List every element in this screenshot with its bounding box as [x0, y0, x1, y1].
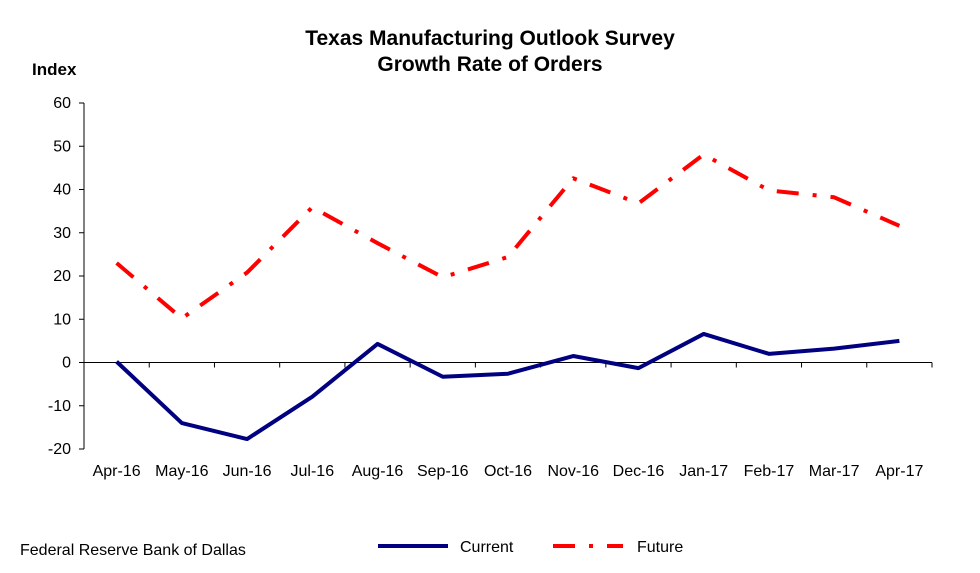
x-tick-label: Sep-16: [417, 463, 469, 480]
y-tick-label: 60: [53, 95, 71, 112]
chart-subtitle: Growth Rate of Orders: [377, 53, 603, 76]
y-tick-label: 30: [53, 225, 71, 242]
legend-label-future: Future: [637, 539, 683, 556]
x-tick-label: Feb-17: [744, 463, 795, 480]
x-ticks: Apr-16 May-16 Jun-16 Jul-16 Aug-16 Sep-16 Oct-…: [83, 362, 933, 480]
y-tick-label: -10: [48, 398, 71, 415]
y-ticks: 60 50 40 30 20 10 0 -10 -20: [48, 95, 84, 458]
x-tick-label: Nov-16: [547, 463, 599, 480]
y-tick-label: 40: [53, 182, 71, 199]
y-tick-label: 50: [53, 138, 71, 155]
x-tick-label: May-16: [155, 463, 208, 480]
x-tick-label: Apr-16: [93, 463, 141, 480]
chart-title: Texas Manufacturing Outlook Survey: [305, 27, 675, 50]
x-tick-label: Jun-16: [223, 463, 272, 480]
series-lines: [115, 152, 901, 442]
series-line-future: [115, 152, 901, 321]
axes: [83, 103, 932, 449]
y-tick-label: 20: [53, 268, 71, 285]
y-tick-label: 0: [62, 355, 71, 372]
source-note: Federal Reserve Bank of Dallas: [20, 542, 246, 559]
x-tick-label: Jan-17: [679, 463, 728, 480]
series-line-current: [115, 331, 900, 442]
y-axis-label: Index: [32, 60, 77, 79]
legend: Current Future: [378, 539, 683, 556]
x-tick-label: Aug-16: [352, 463, 404, 480]
x-tick-label: Apr-17: [875, 463, 923, 480]
y-tick-label: 10: [53, 311, 71, 328]
x-tick-label: Jul-16: [291, 463, 335, 480]
y-tick-label: -20: [48, 441, 71, 458]
x-tick-label: Mar-17: [809, 463, 860, 480]
x-tick-label: Oct-16: [484, 463, 532, 480]
x-tick-label: Dec-16: [613, 463, 665, 480]
legend-label-current: Current: [460, 539, 514, 556]
